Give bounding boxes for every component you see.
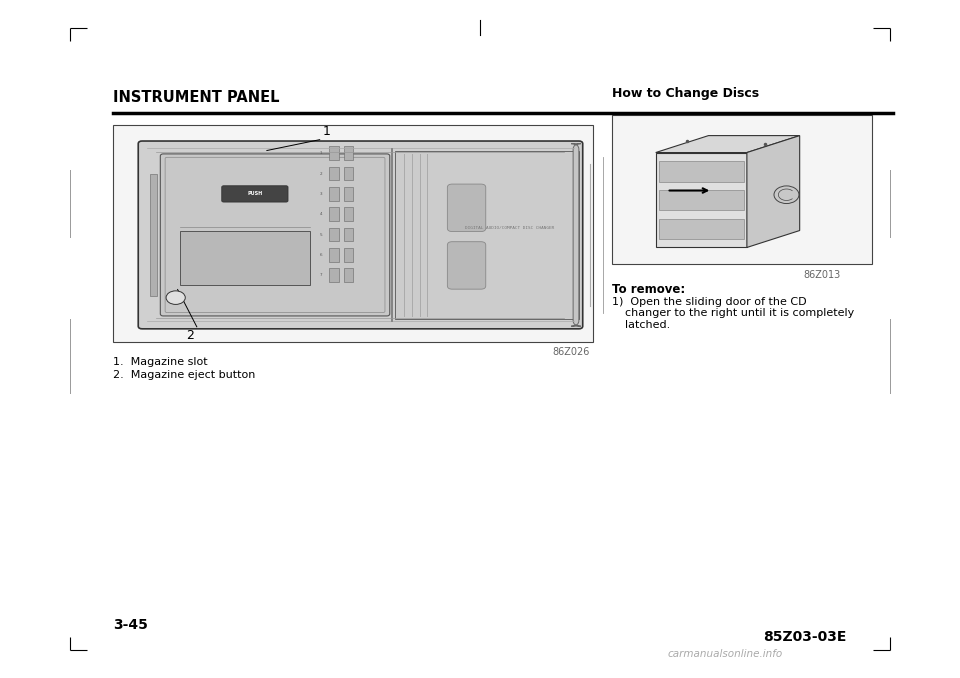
- Text: 86Z013: 86Z013: [804, 270, 841, 280]
- Text: 1: 1: [320, 151, 323, 155]
- FancyBboxPatch shape: [138, 141, 583, 329]
- Bar: [395, 151, 579, 319]
- Bar: [113, 125, 593, 342]
- Text: 3: 3: [320, 192, 323, 196]
- Bar: [180, 231, 310, 285]
- Text: DIGITAL AUDIO/COMPACT DISC CHANGER: DIGITAL AUDIO/COMPACT DISC CHANGER: [466, 226, 554, 230]
- Text: changer to the right until it is completely: changer to the right until it is complet…: [625, 308, 854, 319]
- Bar: [659, 190, 744, 210]
- Text: 1)  Open the sliding door of the CD: 1) Open the sliding door of the CD: [612, 297, 807, 307]
- Bar: [344, 207, 353, 221]
- Bar: [344, 146, 353, 160]
- FancyBboxPatch shape: [222, 186, 288, 202]
- Text: To remove:: To remove:: [612, 283, 685, 296]
- FancyBboxPatch shape: [447, 242, 486, 289]
- Bar: [344, 167, 353, 180]
- Text: 7: 7: [320, 273, 323, 277]
- Bar: [344, 228, 353, 241]
- Bar: [329, 268, 339, 282]
- Bar: [344, 268, 353, 282]
- Bar: [329, 187, 339, 201]
- Bar: [659, 161, 744, 182]
- Bar: [150, 174, 157, 296]
- Polygon shape: [656, 153, 747, 247]
- Text: 6: 6: [320, 253, 323, 257]
- Bar: [659, 218, 744, 239]
- Bar: [329, 228, 339, 241]
- Text: 1: 1: [323, 125, 330, 138]
- Bar: [329, 146, 339, 160]
- Polygon shape: [656, 136, 800, 153]
- Text: 5: 5: [320, 233, 323, 237]
- Text: 85Z03-03E: 85Z03-03E: [763, 630, 847, 644]
- Circle shape: [166, 291, 185, 304]
- Text: 3-45: 3-45: [113, 618, 148, 632]
- Text: 2: 2: [320, 172, 323, 176]
- FancyBboxPatch shape: [160, 154, 390, 316]
- Bar: [612, 115, 872, 264]
- Text: 1.  Magazine slot: 1. Magazine slot: [113, 357, 208, 367]
- Polygon shape: [747, 136, 800, 247]
- Bar: [344, 187, 353, 201]
- FancyBboxPatch shape: [571, 144, 581, 326]
- Text: 2: 2: [186, 329, 194, 342]
- Text: How to Change Discs: How to Change Discs: [612, 87, 759, 100]
- Text: PUSH: PUSH: [248, 191, 262, 197]
- Text: ⚿: ⚿: [174, 294, 178, 301]
- Text: 86Z026: 86Z026: [552, 347, 589, 357]
- Text: carmanualsonline.info: carmanualsonline.info: [667, 649, 782, 659]
- Bar: [329, 248, 339, 262]
- Bar: [344, 248, 353, 262]
- Bar: [329, 207, 339, 221]
- Bar: [329, 167, 339, 180]
- Text: INSTRUMENT PANEL: INSTRUMENT PANEL: [113, 90, 279, 105]
- Text: 4: 4: [320, 212, 323, 216]
- FancyBboxPatch shape: [447, 184, 486, 232]
- Text: 2.  Magazine eject button: 2. Magazine eject button: [113, 370, 255, 380]
- Text: latched.: latched.: [625, 320, 670, 330]
